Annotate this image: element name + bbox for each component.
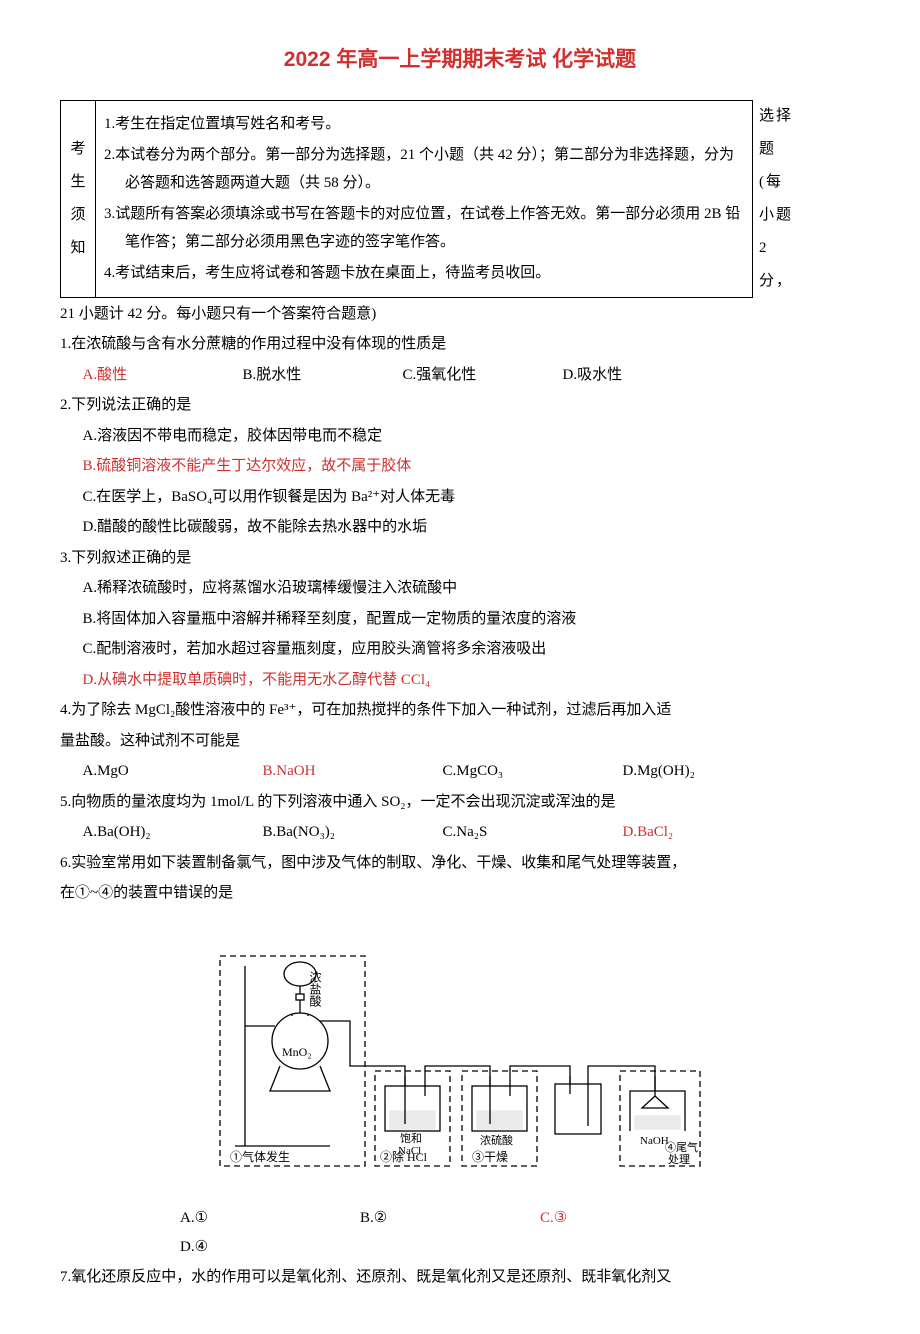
q5-options: A.Ba(OH)₂ B.Ba(NO₃)₂ C.Na₂S D.BaCl₂ [60,818,860,847]
q6-opt-c: C.③ [540,1204,720,1233]
q2-opt-a: A.溶液因不带电而稳定，胶体因带电而不稳定 [60,422,860,451]
q5-opt-a: A.Ba(OH)₂ [83,818,263,847]
q6-opt-d: D.④ [180,1233,360,1262]
q6-options: A.① B.② C.③ D.④ [60,1204,860,1261]
notice-item-2: 2.本试卷分为两个部分。第一部分为选择题，21 个小题（共 42 分）；第二部分… [104,141,744,198]
diag-acid: 浓盐酸 [308,970,322,1006]
q6-opt-b: B.② [360,1204,540,1233]
q1-opt-c: C.强氧化性 [403,361,563,390]
notice-left-text: 考生须知 [69,133,87,265]
q6-opt-a: A.① [180,1204,360,1233]
q4-opt-a: A.MgO [83,757,263,786]
q1-options: A.酸性 B.脱水性 C.强氧化性 D.吸水性 [60,361,860,390]
section-intro: 21 小题计 42 分。每小题只有一个答案符合题意) [60,300,860,329]
q4-opt-b: B.NaOH [263,757,443,786]
diag-h2so4: 浓硫酸 [480,1133,513,1147]
apparatus-diagram: ①气体发生 浓盐酸 MnO₂ ②除 HCl 饱和 NaCl ③干燥 [60,916,860,1197]
q2-opt-c: C.在医学上，BaSO₄可以用作钡餐是因为 Ba²⁺对人体无毒 [60,483,860,512]
diag-box4a: ④尾气 [665,1140,698,1154]
diag-box1: ①气体发生 [230,1149,290,1164]
q5-opt-c: C.Na₂S [443,818,623,847]
diag-mno2: MnO₂ [282,1045,312,1059]
q4-stem-l2: 量盐酸。这种试剂不可能是 [60,727,860,756]
side-column: 选择题(每小题2分， [753,100,799,298]
q7-stem: 7.氧化还原反应中，水的作用可以是氧化剂、还原剂、既是氧化剂又是还原剂、既非氧化… [60,1263,860,1292]
q1-opt-b: B.脱水性 [243,361,403,390]
q5-opt-b: B.Ba(NO₃)₂ [263,818,443,847]
q4-opt-c: C.MgCO₃ [443,757,623,786]
page-title: 2022 年高一上学期期末考试 化学试题 [60,40,860,80]
diag-nacl-top: 饱和 [400,1131,422,1145]
diag-box3: ③干燥 [472,1150,508,1164]
q6-stem-l2: 在①~④的装置中错误的是 [60,879,860,908]
q2-opt-d: D.醋酸的酸性比碳酸弱，故不能除去热水器中的水垢 [60,513,860,542]
notice-block: 考生须知 1.考生在指定位置填写姓名和考号。 2.本试卷分为两个部分。第一部分为… [60,100,860,298]
notice-left-label: 考生须知 [61,100,96,297]
diag-box4b: 处理 [668,1153,690,1166]
q3-opt-d: D.从碘水中提取单质碘时，不能用无水乙醇代替 CCl₄ [60,666,860,695]
q4-options: A.MgO B.NaOH C.MgCO₃ D.Mg(OH)₂ [60,757,860,786]
notice-item-4: 4.考试结束后，考生应将试卷和答题卡放在桌面上，待监考员收回。 [104,259,744,288]
notice-table: 考生须知 1.考生在指定位置填写姓名和考号。 2.本试卷分为两个部分。第一部分为… [60,100,753,298]
q2-opt-b: B.硫酸铜溶液不能产生丁达尔效应，故不属于胶体 [60,452,860,481]
diag-nacl-bot: NaCl [398,1145,421,1157]
q5-opt-d: D.BaCl₂ [623,818,803,847]
q2-stem: 2.下列说法正确的是 [60,391,860,420]
q3-opt-a: A.稀释浓硫酸时，应将蒸馏水沿玻璃棒缓慢注入浓硫酸中 [60,574,860,603]
q4-stem-l1: 4.为了除去 MgCl₂酸性溶液中的 Fe³⁺，可在加热搅拌的条件下加入一种试剂… [60,696,860,725]
notice-item-3: 3.试题所有答案必须填涂或书写在答题卡的对应位置，在试卷上作答无效。第一部分必须… [104,200,744,257]
q3-stem: 3.下列叙述正确的是 [60,544,860,573]
q1-stem: 1.在浓硫酸与含有水分蔗糖的作用过程中没有体现的性质是 [60,330,860,359]
q1-opt-d: D.吸水性 [563,361,723,390]
notice-right: 1.考生在指定位置填写姓名和考号。 2.本试卷分为两个部分。第一部分为选择题，2… [96,100,753,297]
q1-opt-a: A.酸性 [83,361,243,390]
notice-item-1: 1.考生在指定位置填写姓名和考号。 [104,110,744,139]
q5-stem: 5.向物质的量浓度均为 1mol/L 的下列溶液中通入 SO₂，一定不会出现沉淀… [60,788,860,817]
q3-opt-c: C.配制溶液时，若加水超过容量瓶刻度，应用胶头滴管将多余溶液吸出 [60,635,860,664]
q4-opt-d: D.Mg(OH)₂ [623,757,803,786]
q6-stem-l1: 6.实验室常用如下装置制备氯气，图中涉及气体的制取、净化、干燥、收集和尾气处理等… [60,849,860,878]
q3-opt-b: B.将固体加入容量瓶中溶解并稀释至刻度，配置成一定物质的量浓度的溶液 [60,605,860,634]
